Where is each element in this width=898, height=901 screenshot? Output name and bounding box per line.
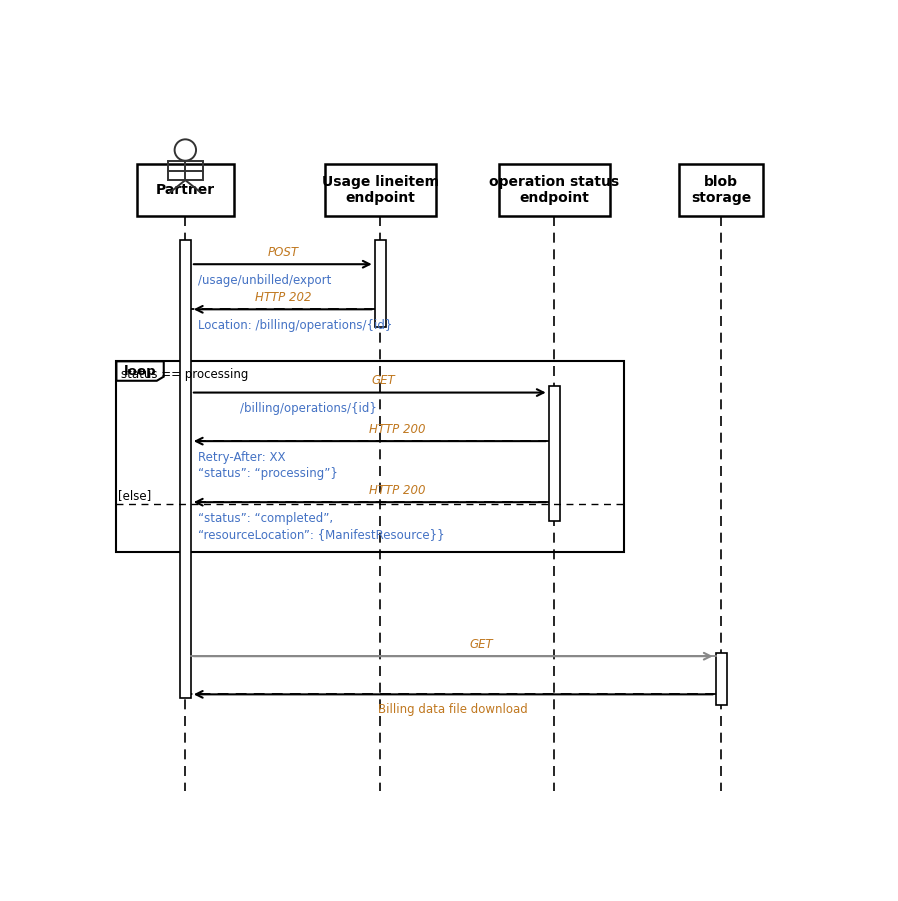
Bar [549,386,559,521]
Text: “status”: “processing”}: “status”: “processing”} [198,467,338,480]
Text: [else]: [else] [118,488,151,502]
Bar [324,164,436,215]
Text: blob
storage: blob storage [691,175,752,205]
Bar [136,164,234,215]
Text: HTTP 200: HTTP 200 [369,484,426,496]
Text: Usage lineitem
endpoint: Usage lineitem endpoint [321,175,439,205]
Bar [680,164,763,215]
Text: operation status
endpoint: operation status endpoint [489,175,620,205]
Polygon shape [117,361,163,381]
Text: /usage/unbilled/export: /usage/unbilled/export [198,274,331,287]
Text: “resourceLocation”: {ManifestResource}}: “resourceLocation”: {ManifestResource}} [198,528,445,541]
Text: Location: /billing/operations/{id}: Location: /billing/operations/{id} [198,319,392,332]
Text: Partner: Partner [155,183,215,196]
Bar [374,240,386,327]
Text: GET: GET [470,638,493,651]
Bar [498,164,610,215]
Text: GET: GET [372,374,395,387]
Bar [716,652,726,705]
Text: HTTP 202: HTTP 202 [254,291,311,304]
Text: loop: loop [124,365,156,378]
Text: POST: POST [268,246,298,259]
Text: Retry-After: XX: Retry-After: XX [198,450,286,464]
Text: /billing/operations/{id}: /billing/operations/{id} [240,402,376,415]
Bar [117,361,624,552]
Bar [168,160,203,180]
Text: HTTP 200: HTTP 200 [369,423,426,435]
Bar [180,240,191,697]
Text: status == processing: status == processing [120,369,248,381]
Text: “status”: “completed”,: “status”: “completed”, [198,512,333,525]
Text: Billing data file download: Billing data file download [378,703,528,715]
